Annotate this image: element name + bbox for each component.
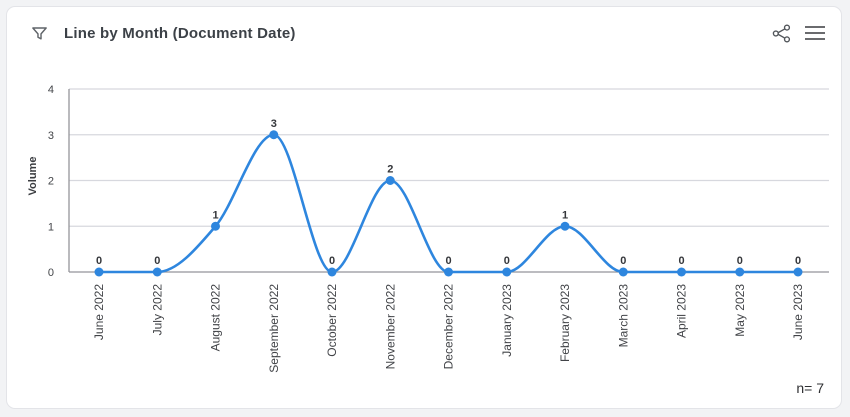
data-point-label: 3 (271, 118, 277, 130)
y-tick-label: 0 (48, 267, 54, 279)
x-tick-label: November 2022 (383, 284, 397, 370)
data-point-label: 0 (445, 255, 451, 267)
data-point[interactable] (152, 267, 162, 277)
y-tick-label: 4 (48, 84, 54, 96)
data-point[interactable] (444, 267, 453, 277)
data-point-label: 0 (96, 255, 102, 267)
x-tick-label: April 2023 (675, 284, 689, 338)
hamburger-glyph (805, 26, 825, 40)
x-tick-label: July 2022 (150, 284, 164, 336)
data-point-label: 1 (562, 209, 568, 221)
x-tick-label: January 2023 (500, 284, 514, 357)
x-tick-label: October 2022 (325, 284, 339, 357)
x-tick-label: August 2022 (209, 284, 223, 352)
x-tick-label: May 2023 (733, 284, 747, 337)
x-tick-label: February 2023 (558, 284, 572, 362)
chart-title: Line by Month (Document Date) (64, 24, 296, 42)
line-series (97, 133, 800, 274)
data-point[interactable] (385, 176, 395, 185)
data-point[interactable] (618, 267, 628, 277)
y-tick-label: 2 (48, 176, 54, 188)
data-point[interactable] (327, 267, 337, 277)
n-count-label: n= 7 (796, 380, 824, 396)
x-tick-label: June 2023 (791, 284, 805, 340)
x-tick-label: June 2022 (92, 284, 106, 340)
data-point-label: 0 (795, 255, 801, 267)
line-chart: 0 1 2 3 4 Volume June 2022 July 2022 August 2022… (27, 84, 829, 373)
data-point[interactable] (793, 267, 803, 277)
data-point[interactable] (94, 267, 104, 277)
data-point-label: 0 (504, 255, 510, 267)
data-point-label: 0 (329, 255, 335, 267)
y-axis-title: Volume (27, 157, 39, 196)
data-point[interactable] (735, 267, 745, 277)
data-point[interactable] (211, 221, 220, 231)
data-point-label: 0 (154, 255, 160, 267)
y-tick-label: 3 (48, 130, 54, 142)
chart-card: Line by Month (Document Date) 0 1 2 3 4 Volum… (6, 6, 842, 409)
x-tick-label: December 2022 (442, 284, 456, 370)
filter-icon[interactable] (27, 21, 51, 45)
share-nodes-glyph (772, 24, 790, 42)
data-point[interactable] (269, 130, 279, 140)
data-point-label: 0 (737, 255, 743, 267)
chart-header: Line by Month (Document Date) (7, 7, 841, 59)
menu-icon[interactable] (803, 21, 827, 45)
share-icon[interactable] (769, 21, 793, 45)
data-point[interactable] (677, 267, 686, 277)
data-point-label: 2 (387, 164, 393, 176)
data-point-label: 0 (620, 255, 626, 267)
data-point[interactable] (502, 267, 512, 277)
funnel-glyph (31, 26, 47, 40)
data-point-label: 1 (212, 209, 218, 221)
data-point-label: 0 (678, 255, 684, 267)
data-point[interactable] (560, 221, 570, 231)
x-tick-label: March 2023 (616, 284, 630, 348)
y-tick-label: 1 (48, 221, 54, 233)
x-tick-label: September 2022 (267, 284, 281, 373)
